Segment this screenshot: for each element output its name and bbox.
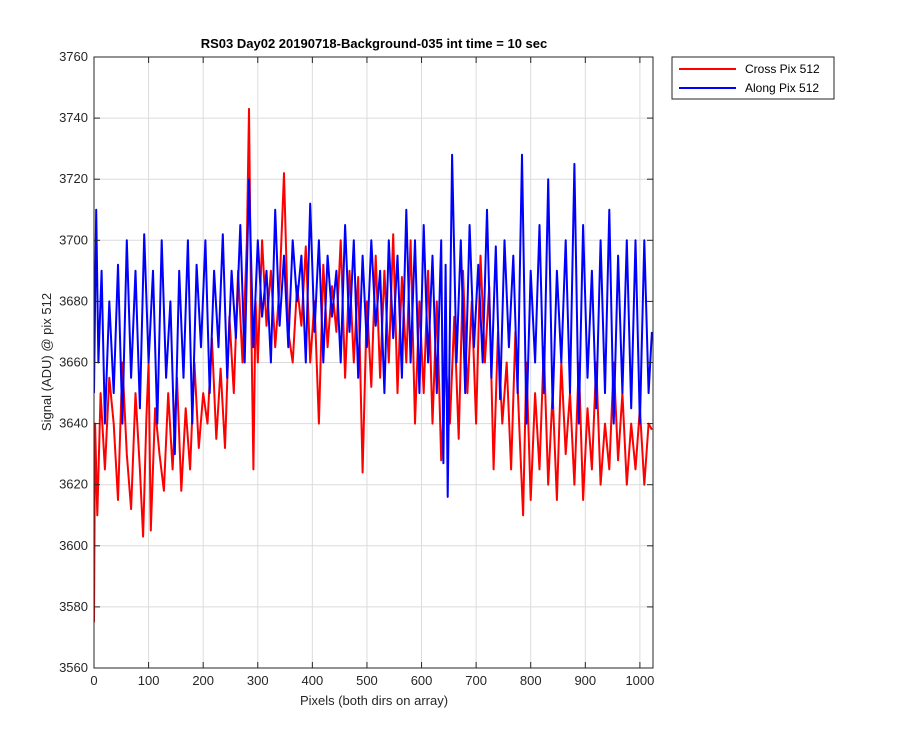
x-tick-label: 0 [90, 673, 97, 688]
x-tick-label: 700 [465, 673, 487, 688]
series-line-cross-pix-512 [94, 107, 653, 623]
x-tick-label: 400 [302, 673, 324, 688]
y-tick-label: 3560 [59, 660, 88, 675]
y-tick-label: 3720 [59, 171, 88, 186]
legend-box [671, 56, 835, 100]
x-tick-label: 100 [138, 673, 160, 688]
chart-title: RS03 Day02 20190718-Background-035 int t… [201, 36, 548, 51]
legend: Cross Pix 512 Along Pix 512 [671, 56, 835, 100]
y-tick-label: 3640 [59, 416, 88, 431]
y-axis-label: Signal (ADU) @ pix 512 [39, 293, 54, 431]
y-tick-labels: 3560 3580 3600 3620 3640 3660 3680 3700 3720 3740… [59, 49, 88, 675]
legend-label-cross: Cross Pix 512 [745, 62, 820, 76]
series-layer [94, 107, 653, 623]
x-tick-label: 200 [192, 673, 214, 688]
axis-ticks [93, 56, 653, 669]
x-tick-label: 300 [247, 673, 269, 688]
x-tick-label: 500 [356, 673, 378, 688]
y-tick-label: 3660 [59, 355, 88, 370]
y-tick-label: 3700 [59, 232, 88, 247]
x-tick-label: 800 [520, 673, 542, 688]
x-axis-label: Pixels (both dirs on array) [300, 693, 448, 708]
series-line-along-pix-512 [94, 153, 653, 498]
x-tick-label: 1000 [625, 673, 654, 688]
y-tick-label: 3740 [59, 110, 88, 125]
legend-label-along: Along Pix 512 [745, 81, 819, 95]
y-tick-label: 3580 [59, 599, 88, 614]
x-tick-label: 900 [574, 673, 596, 688]
y-tick-label: 3620 [59, 477, 88, 492]
y-tick-label: 3680 [59, 293, 88, 308]
y-tick-label: 3760 [59, 49, 88, 64]
x-tick-labels: 0 100 200 300 400 500 600 700 800 900 1000 [90, 673, 654, 688]
x-tick-label: 600 [411, 673, 433, 688]
y-tick-label: 3600 [59, 538, 88, 553]
